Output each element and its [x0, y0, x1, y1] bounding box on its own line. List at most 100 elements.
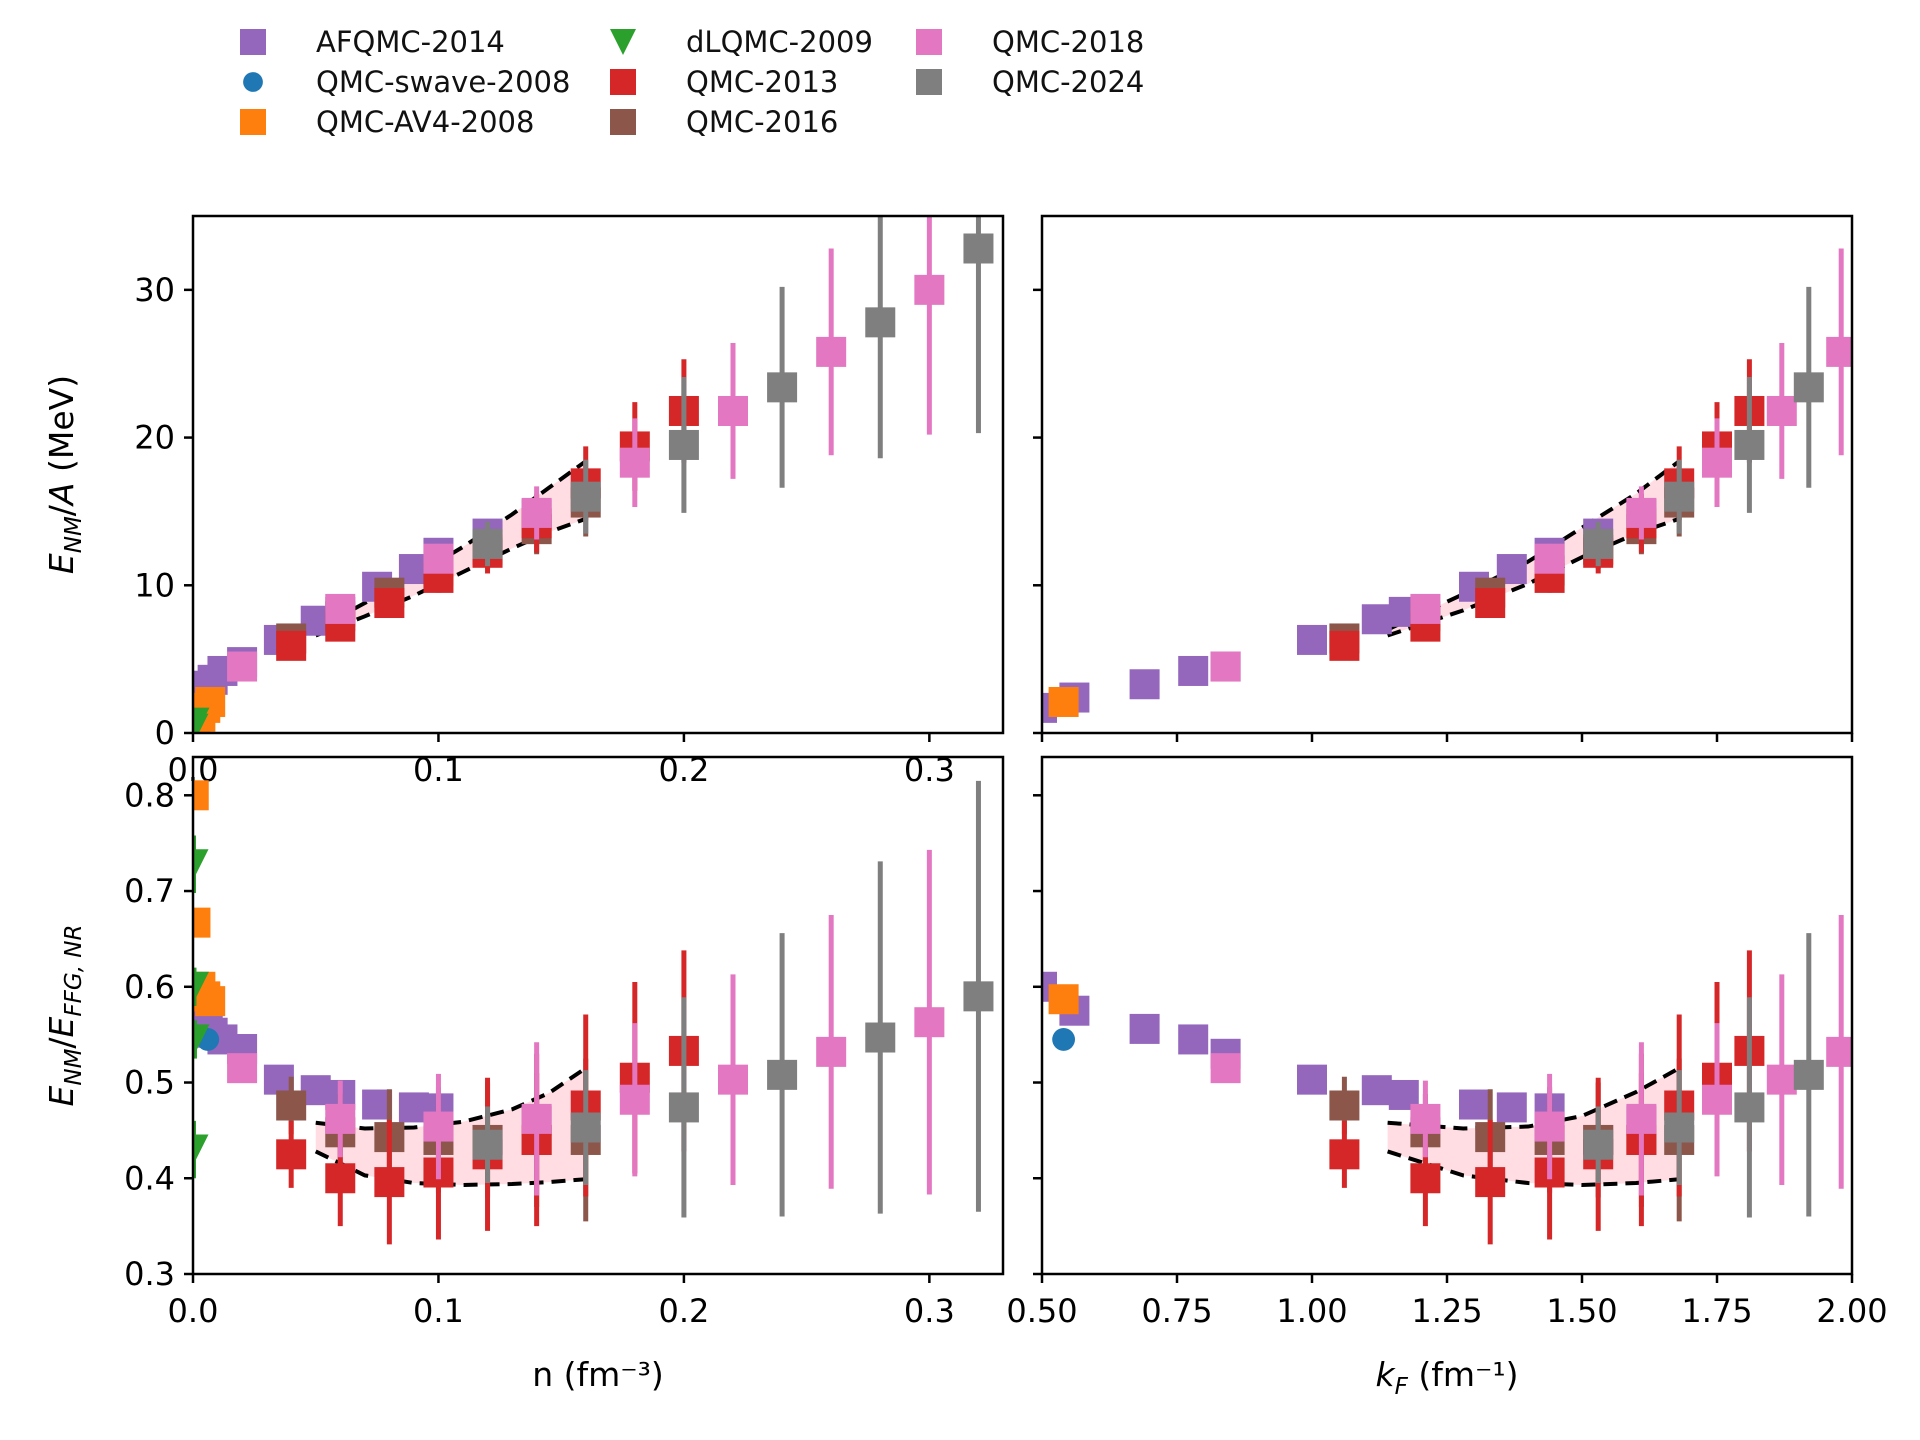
point-qmc-2024	[1583, 528, 1614, 559]
point-qmc-av4-2008	[193, 780, 209, 811]
point-qmc-2018	[1410, 593, 1441, 624]
legend-item-qmc-2016: QMC-2016	[600, 102, 838, 142]
legend-marker-svg	[240, 109, 266, 135]
legend-qmc-swave-2008-marker	[243, 72, 263, 92]
y-tick-label: 10	[134, 566, 175, 604]
y-tick-label: 20	[134, 419, 175, 457]
point-qmc-2024	[472, 1129, 503, 1160]
legend-label-qmc-2013: QMC-2013	[686, 65, 839, 99]
point-afqmc-2014	[1496, 1092, 1527, 1123]
y-axis-label-a: A	[42, 482, 81, 507]
point-qmc-av4-2008	[195, 986, 226, 1017]
point-qmc-2018	[1210, 651, 1241, 682]
series-qmc-av4-2008	[193, 780, 226, 1017]
point-qmc-2024	[1664, 481, 1695, 512]
y-axis-label-e: E	[42, 1086, 81, 1107]
series-qmc-2024	[1583, 286, 1824, 567]
band-lower-line	[314, 1149, 586, 1187]
point-qmc-2013	[374, 588, 405, 619]
legend-qmc-2018-marker	[916, 29, 942, 55]
legend-label-qmc-2024: QMC-2024	[992, 65, 1145, 99]
point-qmc-av4-2008	[1048, 984, 1079, 1015]
legend-label-qmc-av4-2008: QMC-AV4-2008	[316, 105, 535, 139]
point-qmc-2013	[1410, 1163, 1441, 1194]
panel-bottom-right: 0.50 0.75 1.00 1.25 1.50 1.75 2.00 kF (fm⁻¹)	[1006, 755, 1888, 1400]
point-qmc-2013	[1329, 630, 1360, 661]
point-qmc-2018	[718, 395, 748, 426]
y-tick-label: 0	[155, 714, 175, 752]
point-qmc-2018	[619, 447, 650, 478]
y-tick-label: 0.7	[124, 872, 175, 910]
legend-qmc-2013-marker	[610, 69, 636, 95]
point-qmc-2018	[914, 274, 945, 305]
band-upper-line	[315, 1066, 587, 1131]
point-qmc-2024	[1734, 429, 1765, 460]
legend-qmc-2016-marker	[610, 109, 636, 135]
legend-afqmc-2014-marker	[240, 29, 266, 55]
point-afqmc-2014	[1297, 624, 1327, 655]
y-tick-label: 0.4	[124, 1159, 175, 1197]
point-qmc-2024	[668, 1092, 699, 1123]
point-qmc-2013	[325, 1163, 356, 1194]
point-qmc-2018	[816, 1036, 847, 1067]
panel-bottom-left-plot	[193, 780, 994, 1245]
point-afqmc-2014	[1297, 1064, 1327, 1095]
point-qmc-swave-2008	[1052, 1028, 1075, 1051]
point-qmc-2013	[276, 1139, 307, 1170]
y-axis-label-sub: NM	[61, 516, 87, 553]
legend-marker-dlqmc-2009	[600, 22, 646, 62]
series-qmc-2018	[227, 849, 945, 1196]
band-upper-line	[314, 459, 587, 632]
point-qmc-2024	[963, 981, 994, 1012]
legend-marker-svg	[610, 69, 636, 95]
legend-marker-qmc-2013	[600, 62, 646, 102]
point-qmc-2018	[521, 1103, 552, 1134]
series-qmc-av4-2008	[1048, 686, 1079, 717]
panel-bottom-right-plot	[1042, 914, 1852, 1245]
point-qmc-2018	[1626, 1103, 1657, 1134]
legend-item-dlqmc-2009: dLQMC-2009	[600, 22, 873, 62]
point-dlqmc-2009	[193, 971, 209, 1002]
point-qmc-2013	[1475, 1167, 1506, 1198]
legend-label-qmc-2016: QMC-2016	[686, 105, 839, 139]
point-afqmc-2014	[1178, 655, 1209, 686]
x-axis-label: kF (fm⁻¹)	[1375, 1355, 1518, 1400]
y-tick-label: 0.8	[124, 776, 175, 814]
legend-dlqmc-2009-marker	[610, 29, 636, 55]
point-afqmc-2014	[1361, 604, 1392, 635]
point-qmc-2024	[472, 528, 503, 559]
x-axis-label-k: k	[1375, 1355, 1396, 1394]
point-qmc-2018	[816, 336, 847, 367]
panel-top-left-frame	[191, 214, 1005, 735]
point-qmc-2016	[1329, 1090, 1360, 1121]
point-qmc-2024	[865, 1022, 896, 1053]
y-axis-label-e2: E	[42, 1016, 81, 1037]
legend-marker-svg	[240, 29, 266, 55]
point-qmc-av4-2008	[193, 907, 211, 938]
point-qmc-2018	[1534, 543, 1565, 574]
y-tick-label: 0.3	[124, 1255, 175, 1293]
point-dlqmc-2009	[193, 1134, 209, 1165]
legend-marker-svg	[610, 109, 636, 135]
point-qmc-2018	[1702, 447, 1732, 478]
point-dlqmc-2009	[193, 707, 210, 733]
point-qmc-2018	[1702, 1084, 1732, 1115]
series-qmc-2024	[472, 780, 994, 1218]
x-tick-label: 0.0	[168, 1292, 219, 1330]
x-axis-label-unit: (fm⁻¹)	[1408, 1355, 1519, 1394]
series-afqmc-2014	[1042, 499, 1657, 723]
point-qmc-av4-2008	[1048, 686, 1079, 717]
point-qmc-2018	[325, 593, 356, 624]
point-qmc-2018	[1410, 1103, 1441, 1134]
x-tick-label: 2.00	[1816, 1292, 1887, 1330]
point-qmc-2024	[570, 1112, 601, 1143]
legend-marker-svg	[916, 69, 942, 95]
point-qmc-2013	[1475, 588, 1506, 619]
panel-top-right-plot	[1042, 248, 1852, 723]
legend-marker-afqmc-2014	[230, 22, 276, 62]
point-afqmc-2014	[1361, 1075, 1392, 1106]
point-qmc-2018	[423, 543, 454, 574]
